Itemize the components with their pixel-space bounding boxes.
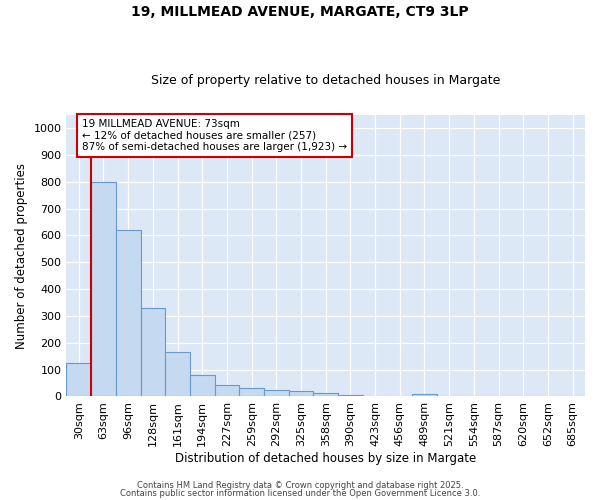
Bar (67, 363, 91, 396)
Text: Contains HM Land Registry data © Crown copyright and database right 2025.: Contains HM Land Registry data © Crown c… (137, 481, 463, 490)
Text: Contains public sector information licensed under the Open Government Licence 3.: Contains public sector information licen… (120, 488, 480, 498)
Bar (412, 394, 437, 396)
Bar (289, 391, 313, 396)
Title: Size of property relative to detached houses in Margate: Size of property relative to detached ho… (151, 74, 500, 87)
Bar (165, 352, 190, 397)
Bar (239, 388, 264, 396)
Bar (190, 375, 215, 396)
Bar (264, 390, 289, 396)
Bar (313, 393, 338, 396)
Text: 19, MILLMEAD AVENUE, MARGATE, CT9 3LP: 19, MILLMEAD AVENUE, MARGATE, CT9 3LP (131, 5, 469, 19)
X-axis label: Distribution of detached houses by size in Margate: Distribution of detached houses by size … (175, 452, 476, 465)
Text: 19 MILLMEAD AVENUE: 73sqm
← 12% of detached houses are smaller (257)
87% of semi: 19 MILLMEAD AVENUE: 73sqm ← 12% of detac… (82, 119, 347, 152)
Bar (338, 395, 363, 396)
Bar (91, 182, 116, 396)
Bar (116, 230, 140, 396)
Bar (215, 385, 239, 396)
Bar (140, 308, 165, 396)
Y-axis label: Number of detached properties: Number of detached properties (15, 162, 28, 348)
